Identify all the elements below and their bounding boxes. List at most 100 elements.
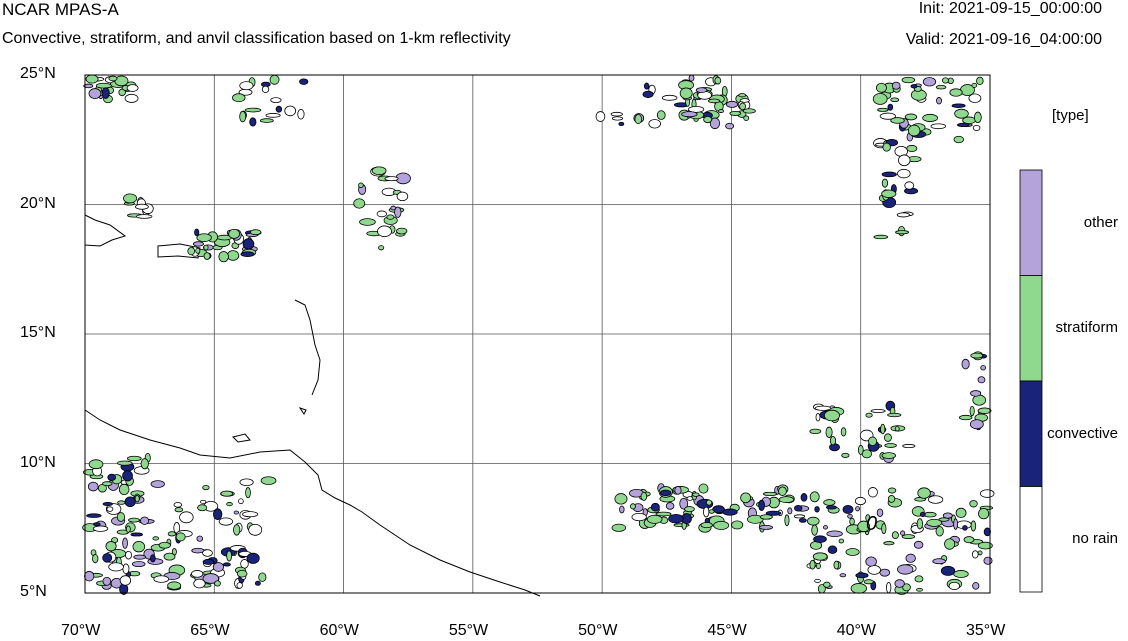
precip-cell xyxy=(916,518,924,530)
precip-cell xyxy=(124,496,136,508)
precip-cell xyxy=(270,97,282,104)
precip-cell xyxy=(870,409,886,413)
precip-cell xyxy=(232,93,246,103)
precip-cell xyxy=(174,507,184,513)
precip-cell xyxy=(725,100,739,108)
precip-cell xyxy=(122,470,133,482)
precip-cell xyxy=(906,144,918,153)
precip-cell xyxy=(92,525,109,532)
precip-cell xyxy=(822,525,828,530)
precip-cell xyxy=(887,412,902,418)
precip-cell xyxy=(963,536,975,544)
precip-cell xyxy=(202,573,220,584)
precip-cell xyxy=(102,576,112,586)
precip-cell xyxy=(254,580,261,586)
precip-cell xyxy=(614,493,628,505)
precip-cell xyxy=(140,516,150,525)
precip-cell xyxy=(714,76,722,85)
precip-cell xyxy=(202,485,210,491)
precip-cell xyxy=(855,572,869,579)
precip-cell xyxy=(226,250,240,261)
precip-cell xyxy=(708,509,715,514)
precip-cell xyxy=(119,575,132,586)
precip-cell xyxy=(867,565,881,575)
precip-cell xyxy=(983,556,993,565)
precip-cell xyxy=(248,523,263,536)
lon-tick-label: 45°W xyxy=(707,622,747,639)
lat-tick-label: 20°N xyxy=(20,194,56,212)
precip-cell xyxy=(358,182,364,188)
precip-cell xyxy=(194,228,200,237)
precip-cell xyxy=(873,234,889,240)
precip-cell xyxy=(739,102,746,111)
precip-cell xyxy=(679,87,693,100)
precip-cell xyxy=(865,514,871,522)
precip-cell xyxy=(882,142,891,152)
precip-cell xyxy=(240,251,255,258)
precip-cell xyxy=(876,82,887,93)
precip-cell xyxy=(679,497,689,510)
precip-cell xyxy=(102,553,113,563)
precip-cell xyxy=(619,505,625,514)
precip-cell xyxy=(793,514,806,519)
precip-cell xyxy=(881,452,896,459)
precip-cell xyxy=(932,558,946,565)
precip-cell xyxy=(980,365,987,371)
precip-cell xyxy=(703,506,710,518)
precip-cell xyxy=(763,491,778,497)
precip-cell xyxy=(713,520,730,530)
precip-features xyxy=(82,74,995,595)
precip-cell xyxy=(904,113,918,121)
precip-cell xyxy=(891,531,899,540)
precip-cell xyxy=(857,444,864,455)
precip-cell xyxy=(396,227,408,235)
precip-cell xyxy=(823,499,836,506)
precip-cell xyxy=(942,512,953,519)
precip-cell xyxy=(971,550,979,559)
precip-cell xyxy=(798,518,807,523)
precip-cell xyxy=(212,562,224,572)
precip-cell xyxy=(894,579,905,588)
precip-cell xyxy=(269,74,280,85)
precip-cell xyxy=(134,495,140,503)
precip-cell xyxy=(879,568,891,577)
precip-cell xyxy=(901,534,916,539)
precip-cell xyxy=(239,111,247,123)
precip-cell xyxy=(980,489,995,498)
precip-cell xyxy=(845,548,860,556)
map-frame xyxy=(84,74,991,594)
precip-cell xyxy=(126,84,139,92)
precip-cell xyxy=(809,559,816,570)
precip-cell xyxy=(85,74,99,84)
precip-cell xyxy=(135,203,149,210)
precip-cell xyxy=(974,111,982,124)
legend-item-label: stratiform xyxy=(1055,319,1118,337)
precip-cell xyxy=(941,77,949,84)
precip-cell xyxy=(117,500,126,505)
precip-cell xyxy=(887,103,894,111)
precip-cell xyxy=(105,541,117,552)
precip-cell xyxy=(972,124,981,132)
precip-cell xyxy=(905,553,916,563)
precip-cell xyxy=(913,540,924,549)
precip-cell xyxy=(195,247,201,254)
precip-cell xyxy=(881,178,889,188)
precip-cell xyxy=(814,405,832,411)
precip-cell xyxy=(969,419,984,430)
precip-cell xyxy=(971,82,978,88)
precip-cell xyxy=(238,498,244,505)
precip-cell xyxy=(955,507,967,518)
precip-cell xyxy=(876,508,884,517)
precip-cell xyxy=(236,582,243,589)
precip-cell xyxy=(648,119,661,129)
precip-cell xyxy=(842,504,854,514)
precip-cell xyxy=(879,112,896,120)
precip-cell xyxy=(833,560,840,570)
precip-cell xyxy=(618,121,625,126)
precip-cell xyxy=(868,436,878,447)
precip-cell xyxy=(642,90,654,98)
precip-cell xyxy=(948,581,961,591)
precip-cell xyxy=(778,496,795,503)
precip-cell xyxy=(809,491,820,503)
precip-cell xyxy=(968,93,982,103)
